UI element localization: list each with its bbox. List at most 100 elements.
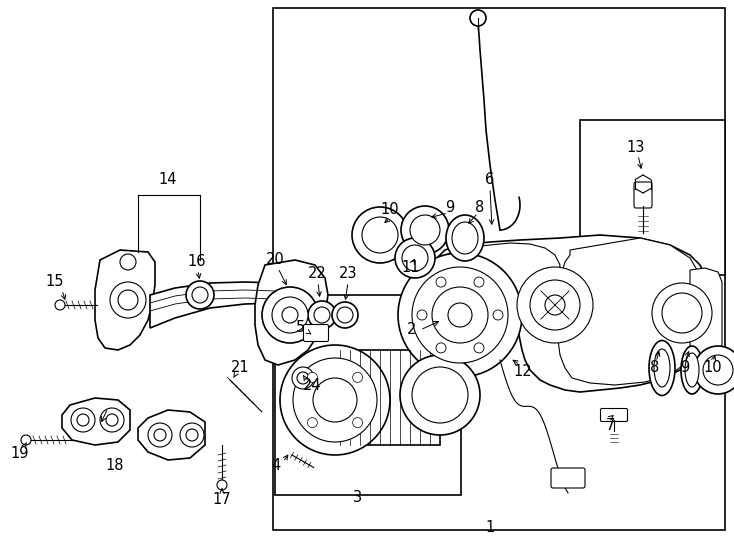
Text: 14: 14 <box>159 172 177 187</box>
Circle shape <box>470 10 486 26</box>
Bar <box>275 295 461 495</box>
Circle shape <box>192 287 208 303</box>
Text: 12: 12 <box>514 364 532 380</box>
Circle shape <box>313 378 357 422</box>
Circle shape <box>662 293 702 333</box>
Circle shape <box>410 215 440 245</box>
Circle shape <box>186 281 214 309</box>
Polygon shape <box>430 235 705 392</box>
Text: 11: 11 <box>401 260 421 275</box>
Text: 17: 17 <box>213 492 231 508</box>
Circle shape <box>517 267 593 343</box>
Text: 3: 3 <box>354 490 363 505</box>
Circle shape <box>297 372 309 384</box>
Circle shape <box>71 408 95 432</box>
Ellipse shape <box>681 346 703 394</box>
Text: 9: 9 <box>446 200 454 215</box>
Text: 16: 16 <box>188 254 206 269</box>
Circle shape <box>362 217 398 253</box>
Circle shape <box>530 280 580 330</box>
Circle shape <box>55 300 65 310</box>
Circle shape <box>352 417 363 428</box>
Text: 7: 7 <box>606 417 614 433</box>
Text: 23: 23 <box>339 266 357 280</box>
Circle shape <box>120 254 136 270</box>
Polygon shape <box>558 238 700 385</box>
Polygon shape <box>95 250 155 350</box>
Text: 10: 10 <box>381 202 399 218</box>
FancyBboxPatch shape <box>600 408 628 422</box>
Circle shape <box>694 346 734 394</box>
Circle shape <box>402 245 428 271</box>
Ellipse shape <box>685 353 699 387</box>
Circle shape <box>332 302 358 328</box>
FancyBboxPatch shape <box>551 468 585 488</box>
Circle shape <box>186 429 198 441</box>
Circle shape <box>412 367 468 423</box>
Text: 22: 22 <box>308 266 327 280</box>
Text: 8: 8 <box>476 200 484 215</box>
Circle shape <box>401 206 449 254</box>
Bar <box>273 8 725 530</box>
Circle shape <box>417 310 427 320</box>
Circle shape <box>106 414 118 426</box>
FancyBboxPatch shape <box>303 325 329 341</box>
Circle shape <box>432 287 488 343</box>
Circle shape <box>308 417 317 428</box>
Text: 21: 21 <box>230 361 250 375</box>
Text: 24: 24 <box>302 377 321 393</box>
Circle shape <box>436 343 446 353</box>
Circle shape <box>703 355 733 385</box>
Ellipse shape <box>654 349 670 387</box>
Circle shape <box>148 423 172 447</box>
Circle shape <box>118 290 138 310</box>
Circle shape <box>154 429 166 441</box>
Circle shape <box>21 435 31 445</box>
Text: 2: 2 <box>407 322 417 338</box>
Circle shape <box>100 408 124 432</box>
Text: 8: 8 <box>650 361 660 375</box>
Circle shape <box>314 307 330 323</box>
Circle shape <box>217 480 227 490</box>
Circle shape <box>282 307 298 323</box>
Polygon shape <box>690 268 722 360</box>
Text: 5: 5 <box>295 321 305 335</box>
Text: 19: 19 <box>11 446 29 461</box>
FancyBboxPatch shape <box>634 182 652 208</box>
Circle shape <box>110 282 146 318</box>
Ellipse shape <box>452 222 478 254</box>
Circle shape <box>352 207 408 263</box>
Circle shape <box>395 238 435 278</box>
Circle shape <box>77 414 89 426</box>
Polygon shape <box>150 282 295 328</box>
Polygon shape <box>138 410 205 460</box>
Circle shape <box>308 373 317 382</box>
Circle shape <box>448 303 472 327</box>
Text: 18: 18 <box>106 457 124 472</box>
Circle shape <box>180 423 204 447</box>
Circle shape <box>400 355 480 435</box>
Circle shape <box>436 277 446 287</box>
Circle shape <box>352 373 363 382</box>
Polygon shape <box>62 398 130 445</box>
Text: 9: 9 <box>680 361 690 375</box>
Circle shape <box>262 287 318 343</box>
Ellipse shape <box>446 215 484 261</box>
Bar <box>335 350 440 445</box>
Circle shape <box>474 343 484 353</box>
Circle shape <box>280 345 390 455</box>
Circle shape <box>308 301 336 329</box>
Text: 6: 6 <box>485 172 495 187</box>
Circle shape <box>412 267 508 363</box>
Circle shape <box>398 253 522 377</box>
Circle shape <box>652 283 712 343</box>
Bar <box>580 120 725 275</box>
Polygon shape <box>255 260 328 365</box>
Circle shape <box>545 295 565 315</box>
Text: 13: 13 <box>627 140 645 156</box>
Text: 4: 4 <box>272 457 280 472</box>
Circle shape <box>272 297 308 333</box>
Polygon shape <box>435 243 560 315</box>
Circle shape <box>337 307 353 323</box>
Text: 15: 15 <box>46 274 65 289</box>
